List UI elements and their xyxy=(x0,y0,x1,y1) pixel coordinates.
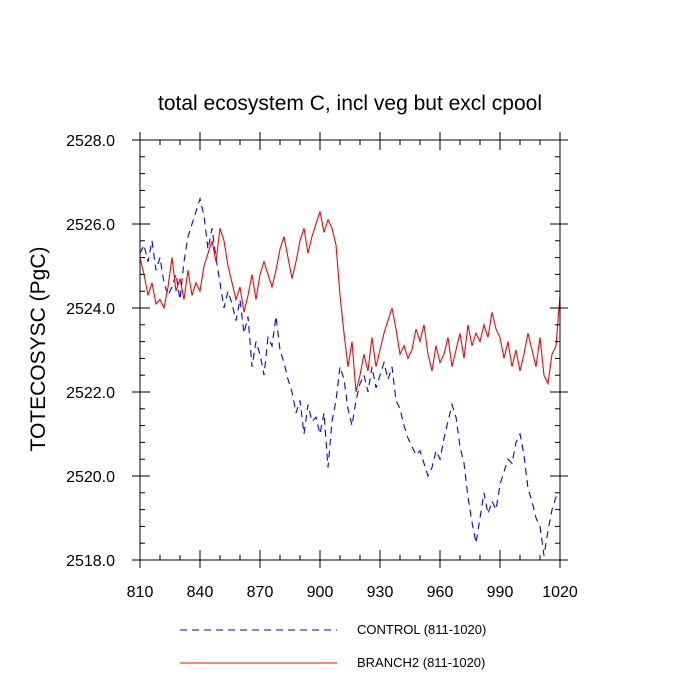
x-tick-label: 900 xyxy=(307,584,334,601)
x-tick-label: 1020 xyxy=(542,584,578,601)
y-tick-label: 2528.0 xyxy=(66,133,115,150)
x-tick-label: 990 xyxy=(487,584,514,601)
series-line-1 xyxy=(139,211,561,393)
x-tick-label: 810 xyxy=(127,584,154,601)
y-tick-label: 2520.0 xyxy=(66,469,115,486)
plot-area xyxy=(139,196,561,556)
legend-label-0: CONTROL (811-1020) xyxy=(357,622,486,637)
series-line-0 xyxy=(139,196,561,556)
legend-label-1: BRANCH2 (811-1020) xyxy=(357,655,485,670)
y-tick-label: 2522.0 xyxy=(66,385,115,402)
x-tick-label: 930 xyxy=(367,584,394,601)
y-tick-label: 2524.0 xyxy=(66,301,115,318)
y-tick-label: 2518.0 xyxy=(66,553,115,570)
x-tick-label: 870 xyxy=(247,584,274,601)
plot-frame xyxy=(139,139,561,561)
x-tick-label: 840 xyxy=(187,584,214,601)
legend: CONTROL (811-1020) BRANCH2 (811-1020) xyxy=(180,622,486,670)
y-tick-label: 2526.0 xyxy=(66,217,115,234)
y-axis-label: TOTECOSYSC (PgC) xyxy=(27,247,50,452)
x-tick-label: 960 xyxy=(427,584,454,601)
axis-ticks: 810 840 870 900 930 960 990 1020 2518.0 2520.0 252… xyxy=(66,132,578,601)
chart-title: total ecosystem C, incl veg but excl cpo… xyxy=(158,92,542,115)
